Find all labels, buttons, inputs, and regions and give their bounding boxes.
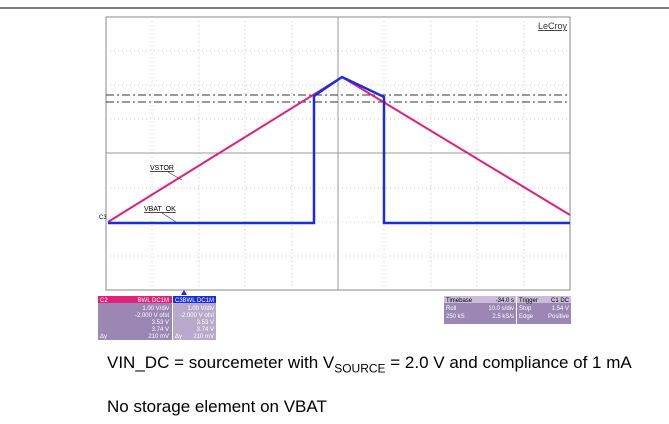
label: 1.54 V bbox=[552, 306, 569, 312]
label: Stop bbox=[519, 306, 532, 312]
brand: LeCroy bbox=[538, 21, 568, 31]
label: 1.00 V/div bbox=[142, 306, 169, 312]
label: -2.000 V ofst bbox=[180, 313, 214, 319]
label: 3.74 V bbox=[152, 327, 169, 333]
label: BWL DC1M bbox=[183, 298, 214, 304]
label: Edge bbox=[519, 314, 534, 320]
page: LeCroy VSTOR VBAT_OK C3 C2 BWL DC1M 1.00… bbox=[0, 0, 669, 424]
trigger-panel: Trigger C1 DC Stop 1.54 V Edge Positive bbox=[517, 296, 571, 324]
label: Positive bbox=[548, 314, 570, 320]
label: -34.0 s bbox=[496, 298, 514, 304]
label: Δy bbox=[100, 334, 107, 340]
timebase-panel: Timebase -34.0 s Roll 10.0 s/div 250 kS … bbox=[444, 296, 516, 324]
label: BWL DC1M bbox=[138, 298, 169, 304]
label: C1 DC bbox=[551, 298, 570, 304]
ground-marker: C3 bbox=[99, 215, 107, 221]
caption-sub: SOURCE bbox=[334, 361, 385, 375]
caption-text: VIN_DC = sourcemeter with V bbox=[107, 353, 334, 372]
scope-capture: LeCroy VSTOR VBAT_OK C3 C2 BWL DC1M 1.00… bbox=[0, 0, 669, 345]
label: Δy bbox=[175, 334, 182, 340]
label: 210 mV bbox=[193, 334, 214, 340]
trigger-marker bbox=[181, 290, 187, 295]
label: Trigger bbox=[519, 298, 538, 304]
caption-line: VIN_DC = sourcemeter with VSOURCE = 2.0 … bbox=[107, 352, 667, 379]
caption-text: = 2.0 V and compliance of 1 mA bbox=[386, 353, 632, 372]
label: 3.74 V bbox=[197, 327, 214, 333]
label: 3.53 V bbox=[152, 320, 169, 326]
label: 3.53 V bbox=[197, 320, 214, 326]
label: -2.000 V ofst bbox=[135, 313, 169, 319]
label: 2.5 kS/s bbox=[492, 314, 514, 320]
label: 10.0 s/div bbox=[488, 306, 514, 312]
caption-line: No storage element on VBAT bbox=[107, 396, 667, 417]
label: 1.00 V/div bbox=[187, 306, 214, 312]
trace-label: VBAT_OK bbox=[144, 206, 176, 213]
label: Timebase bbox=[446, 298, 473, 304]
channel-panel: C3 BWL DC1M 1.00 V/div -2.000 V ofst 3.5… bbox=[173, 296, 216, 340]
trace-label: VSTOR bbox=[150, 165, 174, 172]
label: C2 bbox=[100, 298, 108, 304]
channel-panel: C2 BWL DC1M 1.00 V/div -2.000 V ofst 3.5… bbox=[98, 296, 172, 340]
label: 250 kS bbox=[446, 314, 465, 320]
label: 210 mV bbox=[148, 334, 169, 340]
label: Roll bbox=[446, 306, 456, 312]
